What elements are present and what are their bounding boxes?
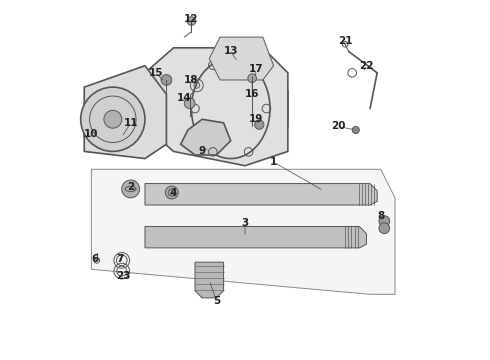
Circle shape: [165, 186, 178, 199]
Polygon shape: [145, 226, 367, 248]
Text: 23: 23: [116, 271, 131, 282]
Circle shape: [81, 87, 145, 152]
Circle shape: [379, 216, 390, 226]
Polygon shape: [92, 169, 395, 294]
Text: 6: 6: [91, 253, 98, 264]
Circle shape: [255, 120, 264, 129]
Polygon shape: [84, 66, 167, 158]
Polygon shape: [145, 184, 377, 205]
Circle shape: [161, 75, 172, 85]
Text: 20: 20: [331, 121, 345, 131]
Polygon shape: [195, 262, 223, 298]
Text: 13: 13: [223, 46, 238, 57]
Text: 22: 22: [359, 61, 374, 71]
Circle shape: [187, 17, 196, 25]
Text: 21: 21: [338, 36, 352, 46]
Text: 8: 8: [377, 211, 384, 221]
Text: 12: 12: [184, 14, 198, 24]
Text: 2: 2: [127, 182, 134, 192]
Circle shape: [379, 223, 390, 234]
Circle shape: [104, 111, 122, 128]
Text: 15: 15: [148, 68, 163, 78]
Circle shape: [352, 126, 359, 134]
Text: 11: 11: [123, 118, 138, 128]
Text: 14: 14: [177, 93, 192, 103]
Polygon shape: [181, 119, 231, 155]
Text: 18: 18: [184, 75, 198, 85]
Polygon shape: [84, 91, 288, 137]
Polygon shape: [209, 37, 273, 80]
Text: 1: 1: [270, 157, 277, 167]
Text: 16: 16: [245, 89, 259, 99]
Text: 17: 17: [248, 64, 263, 74]
Text: 19: 19: [248, 114, 263, 124]
Text: 3: 3: [242, 218, 248, 228]
Text: 9: 9: [198, 147, 206, 157]
Polygon shape: [145, 48, 288, 166]
Text: 10: 10: [84, 129, 98, 139]
Text: 7: 7: [116, 253, 123, 264]
Circle shape: [184, 98, 195, 109]
Circle shape: [122, 180, 140, 198]
Text: 5: 5: [213, 296, 220, 306]
Text: 4: 4: [170, 188, 177, 198]
Circle shape: [248, 74, 256, 82]
